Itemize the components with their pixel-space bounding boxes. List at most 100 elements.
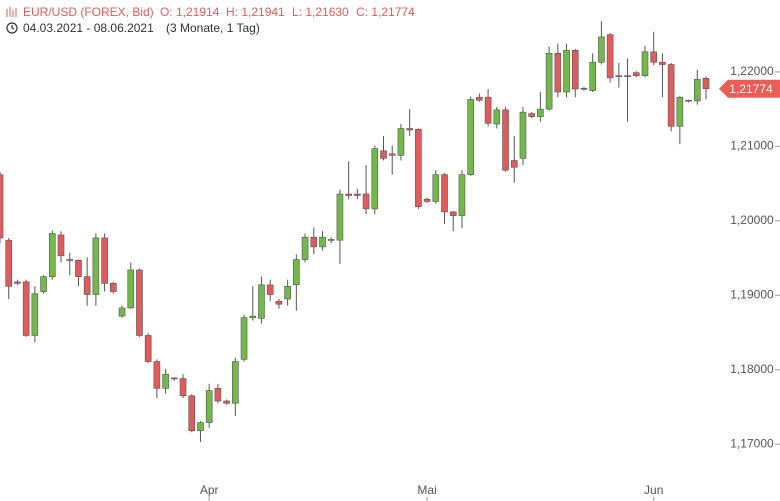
candle-body [284, 286, 291, 300]
candle-body [57, 234, 65, 257]
candle-body [510, 160, 518, 168]
candle-body [144, 335, 152, 362]
candle-body [685, 99, 692, 102]
candle-body [214, 388, 222, 402]
candle-body [75, 259, 82, 277]
candle-body [571, 50, 579, 90]
y-tick-label: 1,20000 [730, 213, 774, 227]
candle-body [136, 269, 143, 336]
candle-body [693, 79, 701, 102]
candle-body [632, 72, 640, 76]
candle-body [537, 108, 544, 117]
candle-body [606, 34, 614, 79]
candle-body [615, 75, 623, 77]
period-note: (3 Monate, 1 Tag) [166, 21, 260, 35]
candle-body [380, 150, 387, 159]
candle-body [554, 53, 562, 93]
candle-body [502, 109, 509, 171]
candle-body [223, 400, 230, 404]
candle-body [22, 281, 30, 336]
candle-body [449, 211, 457, 216]
candle-body [40, 276, 47, 292]
candle-body [458, 174, 466, 216]
candle-body [188, 395, 196, 432]
candle-body [249, 315, 257, 318]
candle-body [589, 61, 596, 91]
candle-body [641, 51, 649, 76]
candle-body [397, 128, 405, 156]
candle-body [118, 307, 126, 317]
candle-body [545, 53, 553, 110]
candle-body [519, 111, 527, 159]
candle-body [441, 174, 448, 213]
candle-body [484, 96, 492, 124]
y-tick-label: 1,22000 [730, 64, 774, 78]
candle-body [415, 128, 422, 207]
candle-body [301, 236, 309, 260]
candle-body [406, 128, 413, 131]
candle-body [101, 237, 108, 284]
candle-body [205, 390, 213, 423]
ohlc-label: O: 1,21914 [160, 5, 220, 19]
candle-body [388, 153, 396, 156]
candle-body [624, 75, 631, 77]
candle-body [66, 259, 74, 261]
y-tick-label: 1,17000 [730, 436, 774, 450]
chart-title: EUR/USD (FOREX, Bid) [23, 5, 154, 19]
candle-body [580, 87, 588, 90]
y-tick-label: 1,21000 [730, 139, 774, 153]
candle-body [327, 239, 335, 241]
plot: 1,17000 1,18000 1,19000 1,20000 1,21000 1,220… [0, 21, 780, 501]
last-price-label: 1,21774 [729, 82, 773, 96]
candle-body [667, 64, 675, 127]
candle-body [258, 284, 265, 319]
candle-body [153, 361, 161, 389]
ohlc-label: H: 1,21941 [226, 5, 285, 19]
candle-body [110, 283, 117, 292]
candle-body [650, 51, 658, 63]
candle-body [14, 281, 21, 284]
candle-body [232, 361, 239, 404]
y-tick-label: 1,19000 [730, 287, 774, 301]
candle-body [336, 193, 344, 241]
candle-body [240, 317, 248, 360]
candle-body [310, 236, 318, 248]
candle-body [345, 193, 352, 196]
last-price-tag [719, 79, 780, 98]
candle-body [528, 113, 535, 117]
candle-body [467, 99, 474, 175]
candle-body [598, 36, 605, 63]
candle-body [171, 377, 178, 380]
candle-body [432, 174, 440, 202]
clock-icon [6, 22, 18, 34]
candle-body [659, 61, 666, 65]
y-tick-label: 1,18000 [730, 362, 774, 376]
candle-body [563, 50, 570, 93]
candle-body [676, 96, 684, 127]
candle-body [493, 109, 501, 125]
candle-body [293, 259, 300, 286]
ohlc-label: L: 1,21630 [292, 5, 349, 19]
candle-body [476, 96, 483, 101]
candle-body [423, 198, 431, 202]
candle-body [31, 293, 39, 336]
x-tick-label: Jun [644, 483, 663, 497]
candle-body [0, 174, 4, 239]
period: 04.03.2021 - 08.06.2021 [23, 21, 154, 35]
candle-body [162, 373, 169, 389]
candle-body [702, 78, 710, 90]
candle-body [319, 236, 326, 248]
candle-body [371, 148, 379, 210]
bar-icon [6, 7, 17, 17]
candle-body [266, 284, 274, 295]
candle-body [197, 422, 204, 432]
x-tick-label: Apr [200, 483, 219, 497]
candle-body [48, 233, 56, 277]
ohlc-label: C: 1,21774 [356, 5, 415, 19]
candle-body [179, 378, 187, 397]
candle-body [127, 269, 135, 309]
candle-body [275, 300, 283, 305]
x-tick-label: Mai [417, 483, 436, 497]
candle-body [5, 239, 13, 287]
